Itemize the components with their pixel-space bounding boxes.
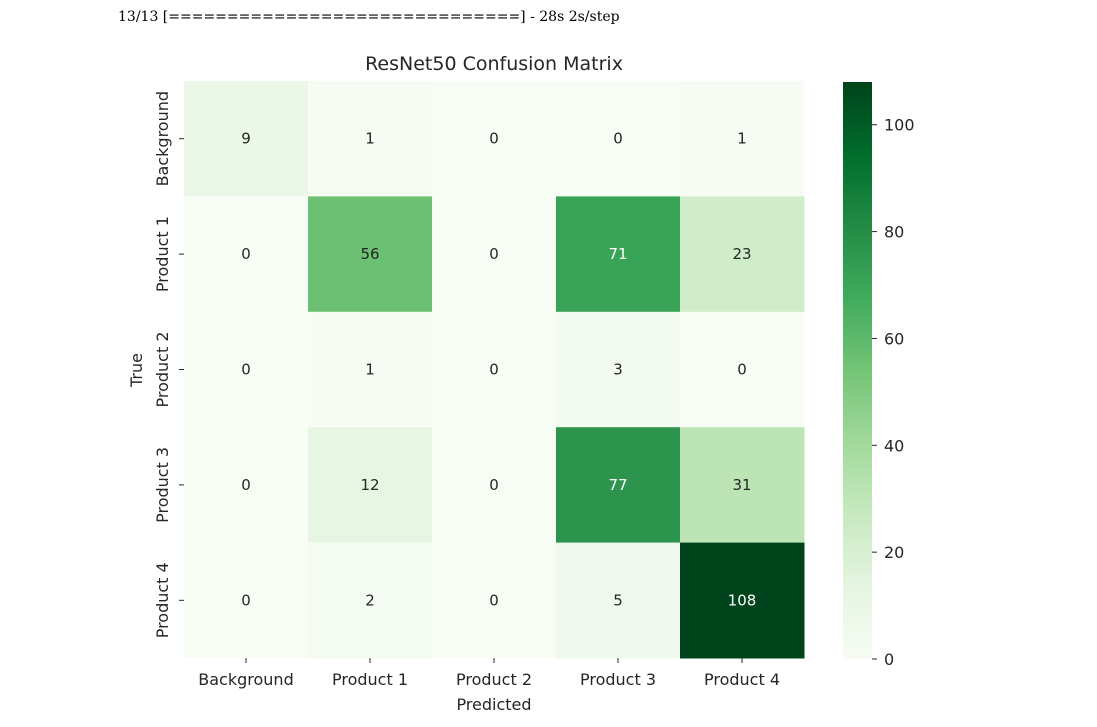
- cell-0-4: [680, 81, 805, 197]
- y-tick-label-0: Background: [153, 91, 172, 186]
- cell-2-0: [184, 311, 309, 428]
- cell-2-3: [556, 311, 681, 428]
- cell-value-1-4: 23: [732, 245, 751, 263]
- y-axis-label: True: [127, 353, 146, 388]
- cell-value-1-3: 71: [608, 245, 627, 263]
- cell-1-3: [556, 196, 681, 313]
- cell-value-3-2: 0: [489, 476, 499, 494]
- heatmap-cells: 9 1 0 0 1 0 56 0 71 23 0 1 0 3 0 0 12 0 77 31 0 2 0 5 108: [184, 81, 805, 659]
- cell-0-3: [556, 81, 681, 197]
- chart-title: ResNet50 Confusion Matrix: [365, 53, 623, 75]
- colorbar-tick-label-2: 40: [884, 436, 904, 455]
- y-axis-ticks: Background Product 1 Product 2 Product 3 Pro…: [153, 91, 184, 638]
- cell-value-2-0: 0: [241, 361, 251, 379]
- cell-3-4: [680, 427, 805, 544]
- cell-value-0-1: 1: [365, 130, 375, 148]
- cell-4-4: [680, 542, 805, 659]
- cell-value-2-4: 0: [737, 361, 747, 379]
- cell-value-3-1: 12: [360, 476, 379, 494]
- cell-0-1: [308, 81, 433, 197]
- cell-value-0-0: 9: [241, 130, 251, 148]
- x-tick-label-2: Product 2: [456, 670, 532, 689]
- y-tick-label-3: Product 3: [153, 447, 172, 523]
- cell-value-0-2: 0: [489, 130, 499, 148]
- cell-4-3: [556, 542, 681, 659]
- cell-4-0: [184, 542, 309, 659]
- x-tick-label-0: Background: [198, 670, 293, 689]
- colorbar: [843, 82, 872, 659]
- colorbar-tick-label-0: 0: [884, 650, 894, 669]
- cell-4-1: [308, 542, 433, 659]
- y-tick-label-2: Product 2: [153, 331, 172, 407]
- cell-3-0: [184, 427, 309, 544]
- cell-2-4: [680, 311, 805, 428]
- colorbar-tick-label-4: 80: [884, 223, 904, 242]
- x-tick-label-3: Product 3: [580, 670, 656, 689]
- cell-value-2-1: 1: [365, 361, 375, 379]
- cell-1-2: [432, 196, 557, 313]
- cell-3-1: [308, 427, 433, 544]
- cell-value-4-1: 2: [365, 591, 375, 609]
- cell-2-2: [432, 311, 557, 428]
- cell-value-4-3: 5: [613, 591, 623, 609]
- x-tick-label-4: Product 4: [704, 670, 780, 689]
- colorbar-ticks: 0 20 40 60 80 100: [872, 116, 915, 669]
- cell-value-1-0: 0: [241, 245, 251, 263]
- cell-value-0-3: 0: [613, 130, 623, 148]
- cell-value-0-4: 1: [737, 130, 747, 148]
- cell-value-3-4: 31: [732, 476, 751, 494]
- cell-1-0: [184, 196, 309, 313]
- cell-3-2: [432, 427, 557, 544]
- x-axis-label: Predicted: [456, 695, 531, 714]
- cell-2-1: [308, 311, 433, 428]
- cell-4-2: [432, 542, 557, 659]
- cell-value-2-2: 0: [489, 361, 499, 379]
- cell-3-3: [556, 427, 681, 544]
- cell-0-2: [432, 81, 557, 197]
- training-progress-text: 13/13 [==============================] -…: [118, 9, 620, 25]
- x-tick-label-1: Product 1: [332, 670, 408, 689]
- colorbar-tick-label-3: 60: [884, 329, 904, 348]
- cell-value-1-1: 56: [360, 245, 379, 263]
- cell-0-0: [184, 81, 309, 197]
- cell-value-2-3: 3: [613, 361, 623, 379]
- colorbar-tick-label-5: 100: [884, 116, 915, 135]
- cell-value-4-4: 108: [728, 591, 757, 609]
- cell-value-1-2: 0: [489, 245, 499, 263]
- cell-value-4-2: 0: [489, 591, 499, 609]
- cell-1-4: [680, 196, 805, 313]
- cell-value-4-0: 0: [241, 591, 251, 609]
- cell-value-3-3: 77: [608, 476, 627, 494]
- x-axis-ticks: Background Product 1 Product 2 Product 3 Pro…: [198, 658, 780, 689]
- colorbar-tick-label-1: 20: [884, 543, 904, 562]
- y-tick-label-4: Product 4: [153, 562, 172, 638]
- cell-1-1: [308, 196, 433, 313]
- y-tick-label-1: Product 1: [153, 216, 172, 292]
- cell-value-3-0: 0: [241, 476, 251, 494]
